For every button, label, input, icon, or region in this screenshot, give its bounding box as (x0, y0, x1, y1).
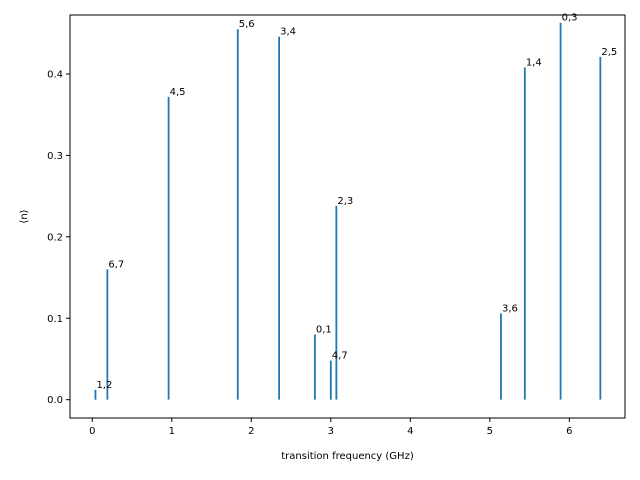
y-tick-label: 0.0 (47, 395, 63, 406)
x-tick-label: 1 (169, 426, 175, 437)
stem-label-1-4: 1,4 (526, 58, 542, 69)
y-tick-label: 0.2 (47, 232, 63, 243)
stem-label-4-7: 4,7 (332, 351, 348, 362)
y-tick-label: 0.1 (47, 314, 63, 325)
stem-label-6-7: 6,7 (108, 259, 124, 270)
x-tick-label: 5 (487, 426, 493, 437)
stem-label-5-6: 5,6 (239, 19, 255, 30)
y-tick-label: 0.4 (47, 70, 63, 81)
stem-label-3-6: 3,6 (502, 303, 518, 314)
stem-label-1-2: 1,2 (96, 380, 112, 391)
y-tick-label: 0.3 (47, 151, 63, 162)
x-tick-label: 4 (407, 426, 413, 437)
x-tick-label: 6 (566, 426, 572, 437)
stem-label-2-3: 2,3 (337, 196, 353, 207)
x-tick-label: 3 (328, 426, 334, 437)
x-axis: 0 1 2 3 4 5 6 (89, 418, 573, 437)
y-axis-label: ⟨n⟩ (19, 209, 30, 223)
stem-label-0-1: 0,1 (316, 325, 332, 336)
point-annotations: 1,2 6,7 4,5 5,6 3,4 0,1 4,7 2,3 3,6 1,4 0,3 2,5 (96, 13, 617, 391)
data-marks (94, 22, 602, 400)
stem-label-3-4: 3,4 (280, 27, 296, 38)
x-tick-label: 0 (89, 426, 95, 437)
stem-label-4-5: 4,5 (170, 87, 186, 98)
plot-frame (69, 14, 626, 419)
x-axis-label: transition frequency (GHz) (281, 451, 414, 462)
x-tick-label: 2 (248, 426, 254, 437)
stem-label-0-3: 0,3 (562, 13, 578, 24)
y-axis: 0.0 0.1 0.2 0.3 0.4 (47, 70, 70, 406)
stem-label-2-5: 2,5 (601, 47, 617, 58)
